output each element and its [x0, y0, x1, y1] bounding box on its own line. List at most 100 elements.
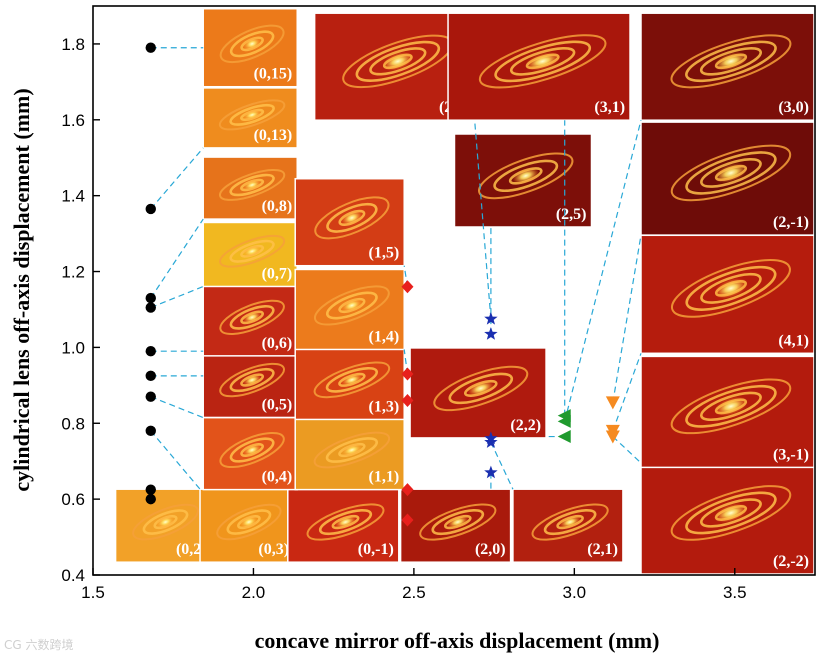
marker-diamond — [401, 367, 414, 381]
inset-label: (0,-1) — [358, 541, 394, 558]
inset-image: (2,5) — [453, 133, 593, 228]
link-line — [564, 120, 642, 422]
marker-circle — [145, 493, 156, 505]
inset-label: (0,13) — [254, 127, 293, 144]
marker-star — [484, 465, 498, 479]
inset-label: (1,5) — [369, 245, 400, 262]
inset-ring — [306, 503, 385, 541]
inset-label: (2,5) — [556, 206, 587, 223]
inset-ring — [700, 391, 762, 422]
inset-center-glow — [341, 298, 363, 313]
link-line — [474, 120, 492, 319]
inset-ring — [670, 144, 792, 202]
inset-image: (1,5) — [294, 177, 405, 267]
inset-ring — [685, 40, 777, 83]
inset-label: (2,1) — [587, 541, 618, 558]
inset-center-glow — [714, 396, 748, 417]
inset-center-glow — [243, 311, 262, 324]
inset-center-glow — [341, 373, 363, 387]
inset-label: (1,1) — [369, 469, 400, 486]
y-tick-label: 0.8 — [61, 414, 85, 433]
inset-label: (3,1) — [594, 99, 625, 116]
marker-circle — [145, 42, 156, 53]
inset-ring — [670, 378, 792, 435]
inset-ring — [229, 103, 275, 126]
inset-label: (0,4) — [262, 469, 293, 486]
inset-ring — [218, 99, 286, 131]
marker-star — [484, 327, 498, 340]
inset-ring — [313, 361, 391, 399]
inset-image: (0,3) — [199, 488, 295, 563]
link-line — [150, 430, 201, 490]
inset-center-glow — [559, 515, 581, 529]
inset-center-glow — [243, 37, 262, 51]
inset-ring — [229, 30, 275, 58]
inset-ring — [431, 509, 485, 536]
inset-ring — [685, 151, 777, 195]
inset-ring — [509, 46, 576, 76]
inset-image: (0,2) — [114, 488, 213, 563]
inset-label: (0,5) — [262, 396, 293, 413]
link-line — [490, 441, 514, 490]
axis-ticks: 1.5 2.0 2.5 3.0 3.5 0.4 0.6 0.8 1.0 1.2 1.4 1.6 1.8 — [61, 35, 746, 602]
inset-ring — [313, 285, 390, 326]
y-tick-label: 1.4 — [61, 187, 85, 206]
inset-ring — [325, 291, 378, 320]
inset-image: (0,6) — [202, 285, 298, 357]
marker-diamond — [401, 513, 414, 527]
inset-ring — [670, 259, 791, 318]
marker-circle — [145, 370, 156, 382]
inset-ring — [313, 431, 391, 469]
inset-ring — [226, 509, 272, 535]
marker-left-triangle — [557, 430, 571, 444]
inset-image: (2,1) — [512, 488, 624, 563]
inset-image: (0,13) — [202, 87, 298, 149]
inset-ring — [216, 503, 282, 541]
inset-image: (4,1) — [640, 234, 815, 355]
x-tick-label: 2.0 — [242, 583, 266, 602]
inset-ring — [132, 503, 199, 541]
marker-circle — [145, 484, 156, 495]
inset-label: (1,4) — [369, 328, 400, 345]
inset-ring — [219, 24, 285, 64]
inset-center-glow — [156, 515, 175, 529]
inset-label: (3,0) — [778, 99, 809, 116]
inset-ring — [685, 265, 777, 311]
inset-image: (3,1) — [447, 12, 631, 121]
inset-ring — [700, 272, 762, 304]
inset-ring — [494, 40, 592, 83]
x-tick-label: 3.0 — [563, 583, 587, 602]
inset-ring — [229, 173, 275, 197]
inset-ring — [685, 491, 777, 535]
inset-ring — [219, 299, 285, 335]
inset-center-glow — [524, 51, 561, 71]
inset-image: (0,8) — [202, 156, 298, 220]
inset-center-glow — [243, 245, 262, 257]
x-axis-label: concave mirror off-axis displacement (mm… — [255, 628, 660, 653]
inset-center-glow — [382, 51, 414, 71]
inset-ring — [433, 365, 529, 412]
link-line — [150, 396, 204, 419]
marker-circle — [145, 292, 156, 304]
y-tick-label: 1.0 — [61, 338, 85, 357]
x-tick-label: 2.5 — [402, 583, 426, 602]
inset-center-glow — [334, 515, 357, 529]
inset-ring — [318, 508, 373, 536]
inset-ring — [531, 503, 609, 541]
y-tick-label: 1.2 — [61, 263, 85, 282]
inset-ring — [229, 304, 275, 330]
marker-circle — [145, 425, 156, 437]
inset-ring — [219, 431, 285, 469]
data-markers — [145, 42, 620, 527]
inset-center-glow — [243, 109, 262, 121]
marker-star — [484, 435, 498, 448]
inset-image: (0,15) — [202, 7, 298, 88]
inset-ring — [493, 159, 559, 193]
inset-label: (4,1) — [778, 332, 809, 349]
link-line — [150, 147, 204, 210]
inset-center-glow — [467, 380, 494, 397]
inset-ring — [543, 509, 597, 536]
inset-ring — [355, 40, 441, 82]
inset-ring — [219, 234, 286, 268]
